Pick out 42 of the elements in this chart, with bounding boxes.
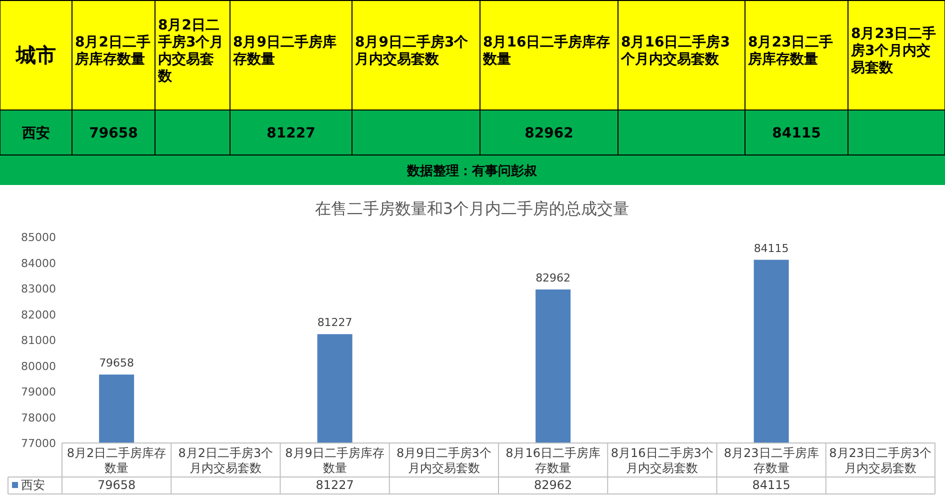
y-tick-label: 84000 (21, 256, 56, 270)
data-label: 79658 (99, 356, 134, 370)
y-tick-label: 82000 (21, 308, 56, 322)
x-tick-label: 8月23日二手房库存数量 (724, 446, 819, 475)
y-tick-label: 85000 (21, 231, 56, 244)
legend-label: 西安 (21, 478, 45, 492)
text: 城市 (15, 43, 56, 67)
text: 79658 (97, 478, 136, 492)
x-tick-label: 8月16日二手房3个月内交易套数 (610, 446, 714, 475)
text: 79658 (89, 126, 138, 142)
text: 82962 (534, 478, 572, 492)
category-label: 8月2日二手房库存数量 (74, 34, 150, 68)
data-label: 84115 (754, 242, 789, 255)
x-tick-label: 8月9日二手房库存数量 (285, 446, 384, 475)
text: 84115 (752, 478, 790, 492)
category-label: 8月2日二手房3个月内交易套数 (157, 18, 224, 84)
category-label: 8月23日二手房3个月内交易套数 (850, 25, 936, 76)
x-tick-label: 8月23日二手房3个月内交易套数 (829, 446, 932, 475)
text: 84115 (772, 126, 821, 142)
x-tick-label: 8月9日二手房3个月内交易套数 (396, 446, 492, 475)
text: 82962 (524, 126, 574, 142)
category-label: 西安 (22, 126, 50, 142)
x-tick-label: 8月2日二手房3个月内交易套数 (178, 446, 274, 475)
chart-title: 在售二手房数量和3个月内二手房的总成交量 (314, 199, 630, 218)
x-tick-label: 8月16日二手房库存数量 (506, 446, 601, 475)
category-label: 8月9日二手房库存数量 (232, 34, 336, 68)
category-label: 8月9日二手房3个月内交易套数 (354, 34, 470, 68)
category-label: 8月23日二手房库存数量 (747, 34, 834, 68)
text: 81227 (316, 478, 354, 492)
data-label: 81227 (317, 316, 352, 330)
y-tick-label: 83000 (21, 282, 56, 296)
x-tick-label: 8月2日二手房库存数量 (66, 446, 166, 475)
y-tick-label: 81000 (21, 334, 56, 347)
y-tick-label: 80000 (21, 360, 56, 373)
text: 数据整理：有事问彭叔 (406, 164, 538, 179)
category-label: 8月16日二手房3个月内交易套数 (620, 34, 730, 68)
text: 81227 (266, 126, 316, 142)
y-tick-label: 79000 (21, 386, 56, 398)
data-label: 82962 (536, 271, 571, 284)
y-tick-label: 78000 (21, 411, 56, 424)
y-tick-label: 77000 (21, 437, 56, 450)
category-label: 8月16日二手房库存数量 (482, 34, 610, 68)
